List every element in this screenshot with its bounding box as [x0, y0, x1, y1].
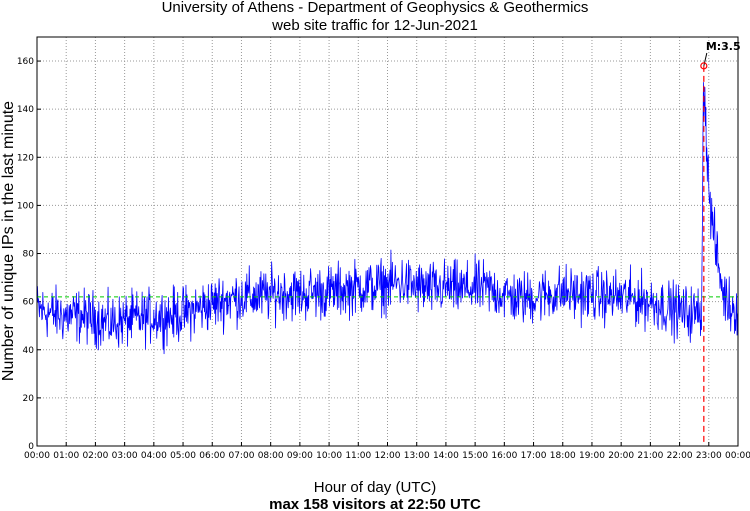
x-tick-label: 05:00 [170, 451, 196, 461]
y-tick-label: 40 [23, 346, 35, 356]
event-marker [700, 62, 708, 70]
event-group: M:3.5 [700, 40, 741, 446]
y-axis-label: Number of unique IPs in the last minute [0, 101, 17, 381]
x-tick-label: 01:00 [53, 451, 79, 461]
chart-subtitle: web site traffic for 12-Jun-2021 [271, 17, 478, 34]
series-group [36, 82, 739, 355]
event-pointer [703, 52, 708, 66]
y-tick-label: 80 [23, 250, 35, 260]
x-tick-label: 13:00 [404, 451, 430, 461]
x-tick-label: 21:00 [637, 451, 663, 461]
grid-lines [37, 37, 738, 446]
x-tick-label: 12:00 [375, 451, 401, 461]
x-tick-label: 04:00 [141, 451, 167, 461]
x-tick-label: 18:00 [550, 451, 576, 461]
traffic-series-line [36, 82, 739, 355]
x-tick-label: 14:00 [433, 451, 459, 461]
x-tick-label: 07:00 [228, 451, 254, 461]
y-tick-label: 100 [17, 201, 34, 211]
y-tick-label: 160 [17, 57, 34, 67]
max-visitors-note: max 158 visitors at 22:50 UTC [269, 496, 481, 511]
x-tick-label: 16:00 [491, 451, 517, 461]
x-tick-label: 09:00 [287, 451, 313, 461]
x-tick-label: 10:00 [316, 451, 342, 461]
x-tick-label: 19:00 [579, 451, 605, 461]
y-tick-label: 60 [23, 298, 35, 308]
x-axis-label: Hour of day (UTC) [314, 479, 437, 496]
x-tick-label: 06:00 [199, 451, 225, 461]
x-tick-label: 03:00 [112, 451, 138, 461]
x-tick-label: 00:00 [24, 451, 50, 461]
x-tick-label: 22:00 [667, 451, 693, 461]
x-tick-label: 23:00 [696, 451, 722, 461]
event-label: M:3.5 [706, 40, 741, 53]
x-tick-label: 11:00 [345, 451, 371, 461]
x-tick-label: 15:00 [462, 451, 488, 461]
y-tick-label: 0 [28, 442, 34, 452]
chart-title: University of Athens - Department of Geo… [162, 0, 589, 16]
x-tick-label: 20:00 [608, 451, 634, 461]
y-tick-label: 20 [23, 394, 35, 404]
x-tick-label: 08:00 [258, 451, 284, 461]
y-tick-label: 120 [17, 153, 34, 163]
x-tick-label: 17:00 [521, 451, 547, 461]
plot-frame [36, 36, 739, 447]
x-tick-label: 00:00 [725, 451, 750, 461]
x-axis-ticks: 00:00 01:00 02:00 03:00 04:00 05:00 06:00 07:00… [24, 442, 750, 461]
x-tick-label: 02:00 [82, 451, 108, 461]
y-tick-label: 140 [17, 105, 34, 115]
